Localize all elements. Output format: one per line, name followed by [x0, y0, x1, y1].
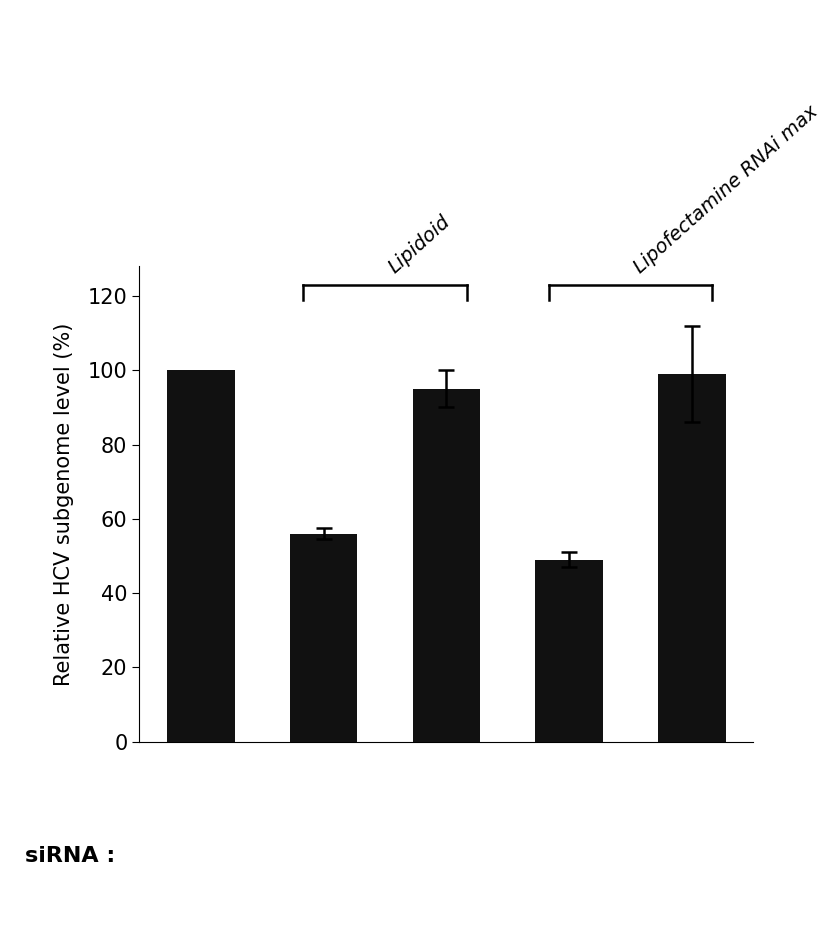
Bar — [536, 560, 603, 742]
Y-axis label: Relative HCV subgenome level (%): Relative HCV subgenome level (%) — [54, 322, 74, 686]
Text: siRNA :: siRNA : — [25, 845, 115, 866]
Bar — [167, 370, 235, 742]
Text: Lipofectamine RNAi max: Lipofectamine RNAi max — [631, 103, 819, 278]
Bar — [413, 389, 480, 742]
Bar — [290, 534, 357, 742]
Bar — [658, 374, 726, 742]
Text: Lipidoid: Lipidoid — [385, 212, 455, 278]
